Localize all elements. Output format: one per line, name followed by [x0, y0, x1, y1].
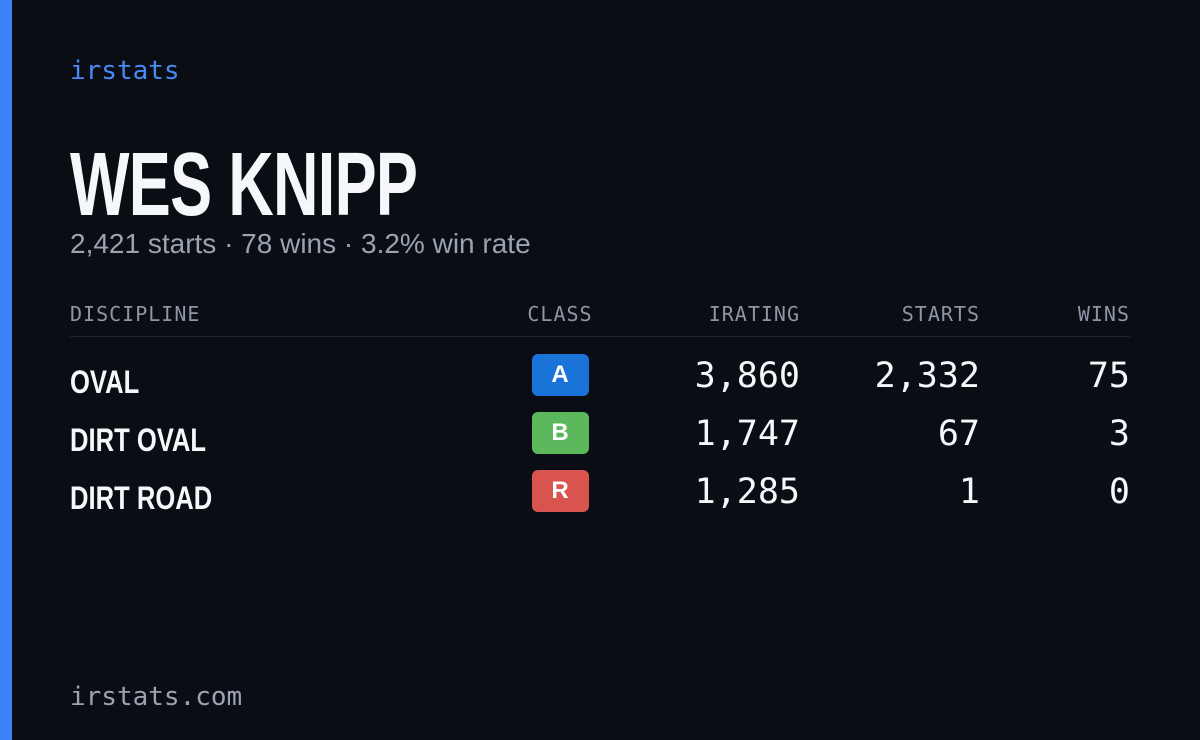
column-header: WINS [1077, 302, 1130, 326]
irating: 1,285 [694, 472, 800, 512]
class-badge: A [531, 354, 589, 396]
header-rule [70, 336, 1130, 337]
class-badge: B [531, 412, 589, 454]
irating: 3,860 [694, 356, 800, 396]
column-header: IRATING [708, 302, 800, 326]
wins: 3 [1108, 414, 1130, 454]
starts: 67 [937, 414, 980, 454]
driver-summary: 2,421 starts · 78 wins · 3.2% win rate [70, 228, 531, 259]
irating: 1,747 [694, 414, 800, 454]
wins: 75 [1087, 356, 1130, 396]
class-badge: R [531, 470, 589, 512]
discipline: OVAL [70, 364, 140, 400]
column-header: DISCIPLINE [70, 302, 201, 326]
brand: irstats [70, 56, 180, 86]
starts: 1 [958, 472, 980, 512]
accent-bar [0, 0, 12, 740]
driver-name: WES KNIPP [70, 135, 418, 235]
discipline: DIRT ROAD [70, 480, 213, 516]
discipline: DIRT OVAL [70, 422, 207, 458]
column-header: CLASS [527, 302, 593, 326]
footer: irstats.com [70, 682, 243, 712]
column-header: STARTS [901, 302, 980, 326]
wins: 0 [1108, 472, 1130, 512]
starts: 2,332 [874, 356, 980, 396]
